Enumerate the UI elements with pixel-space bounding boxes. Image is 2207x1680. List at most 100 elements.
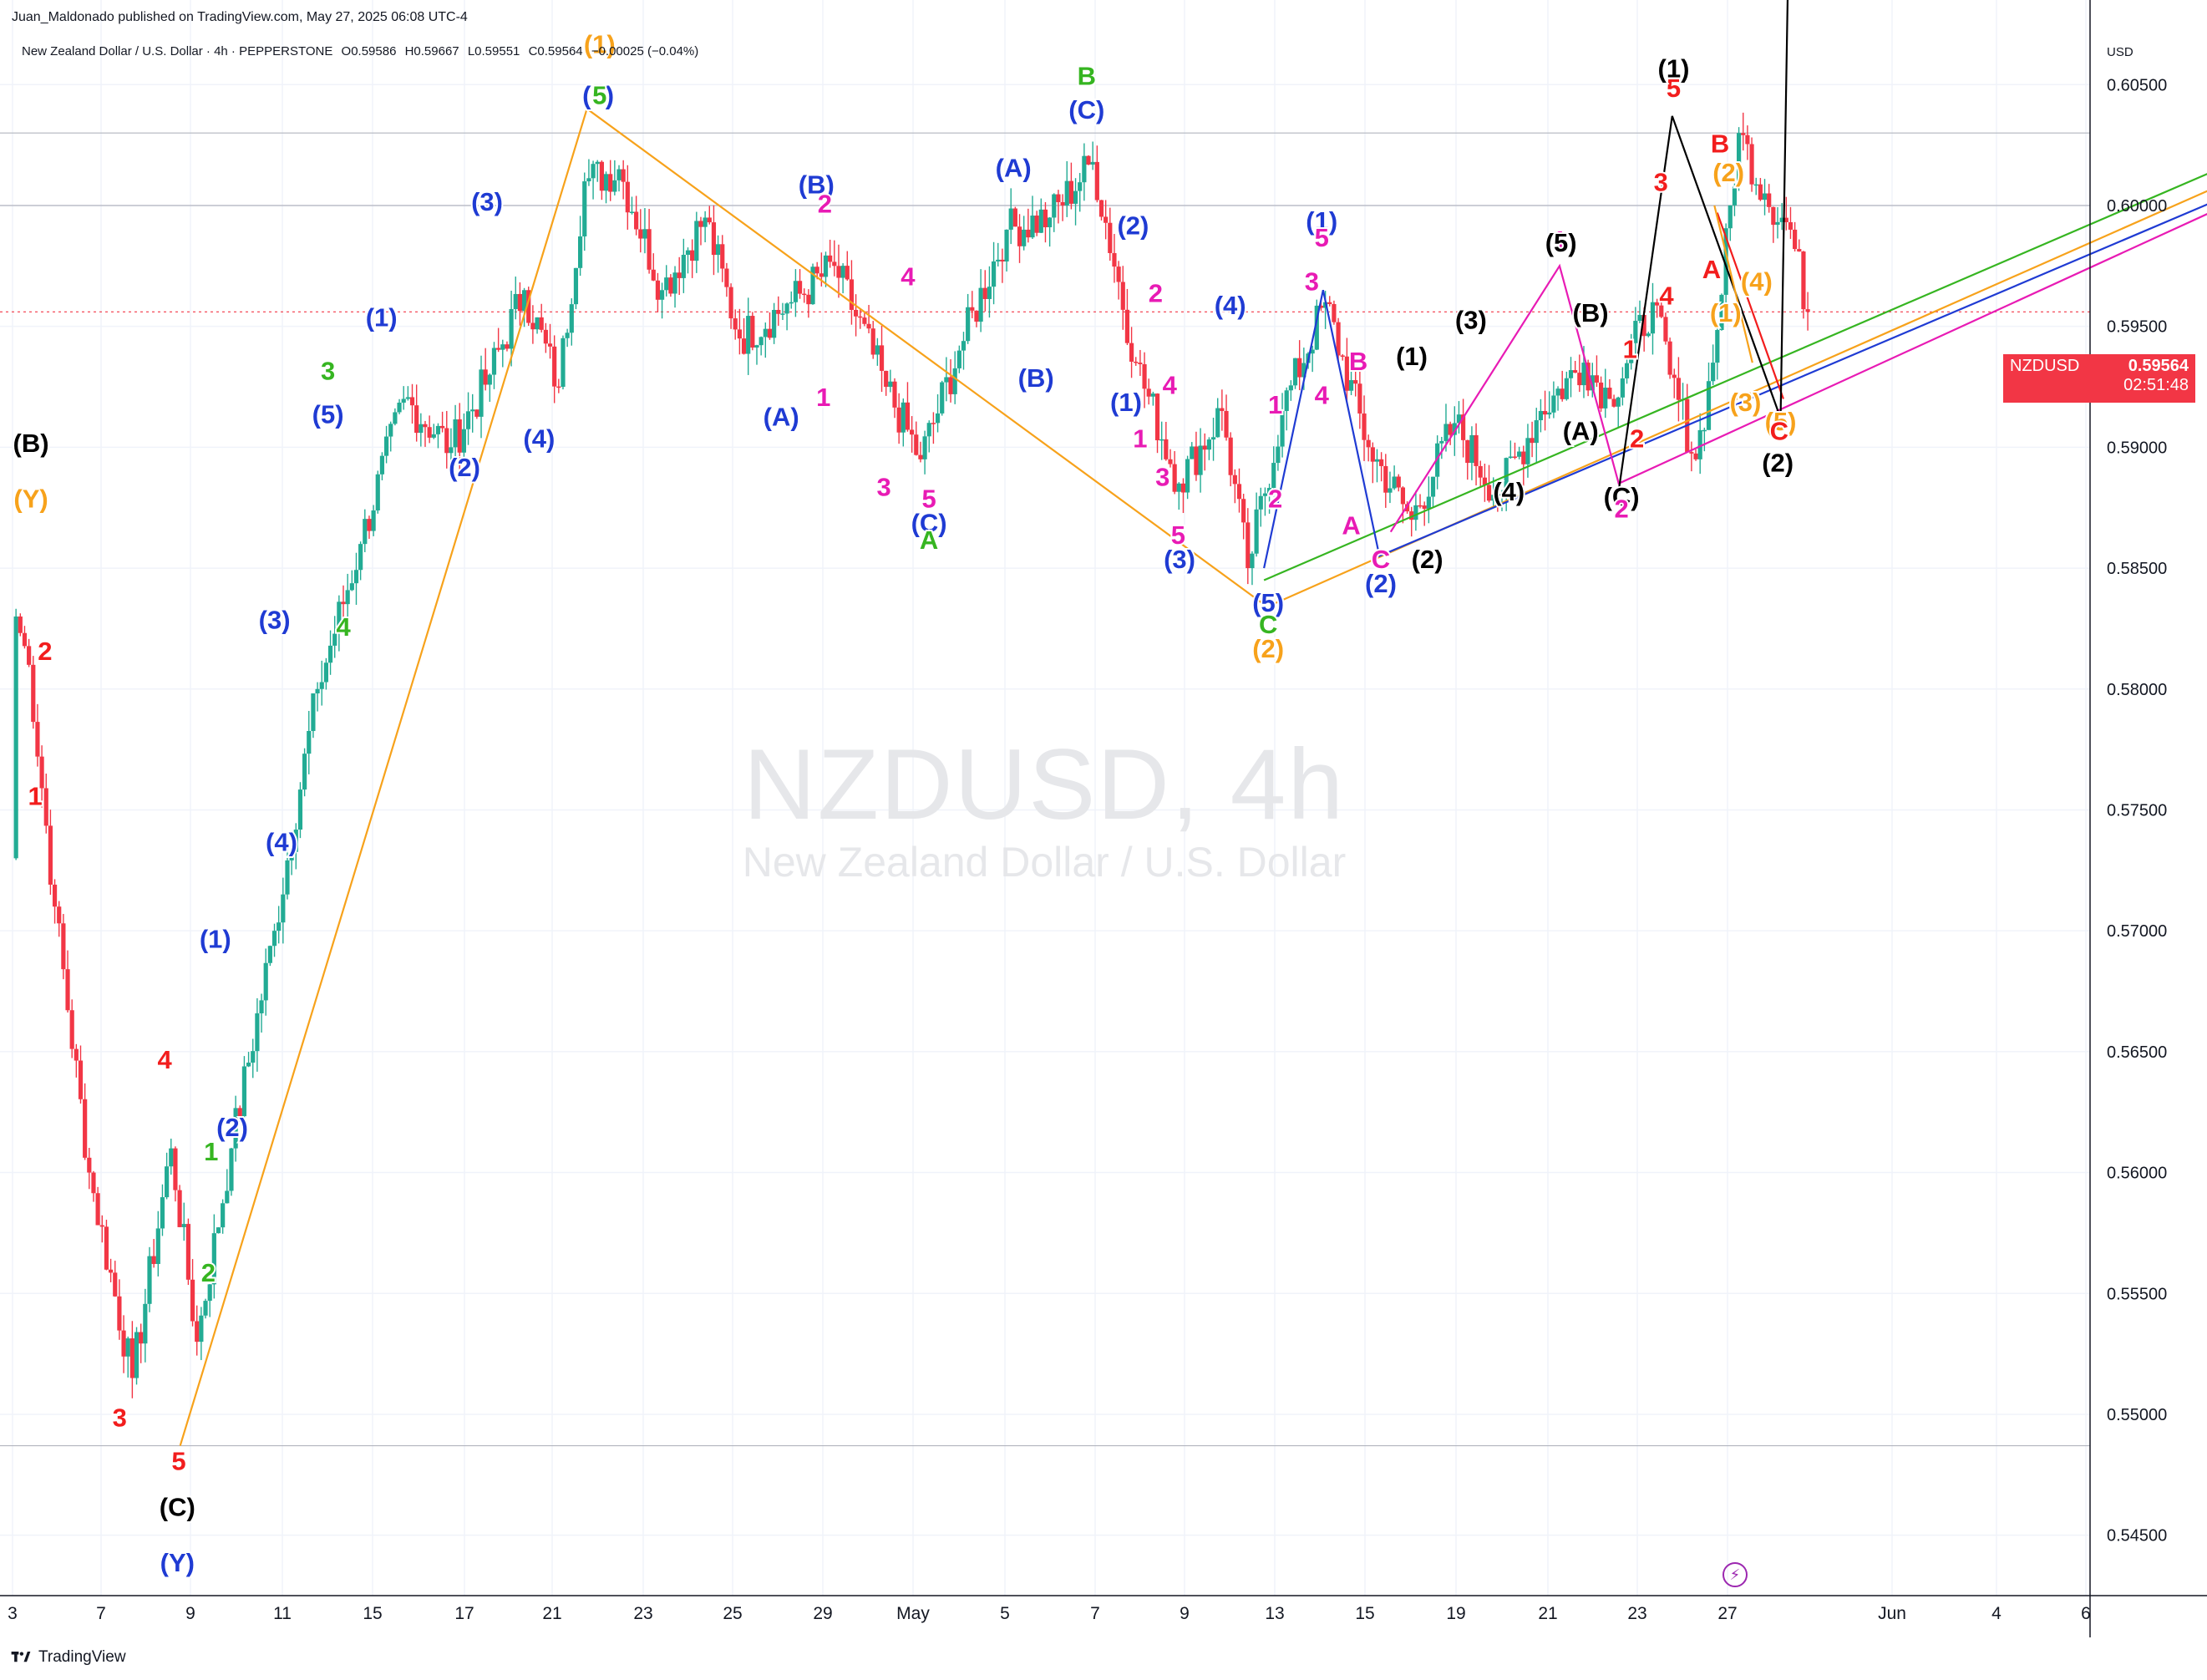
candle <box>685 247 691 274</box>
candle-body <box>875 345 880 355</box>
candle <box>57 901 62 937</box>
candle-body <box>1332 303 1337 322</box>
last-price-badge: NZDUSD 0.59564 02:51:48 <box>2003 354 2195 403</box>
candle <box>944 357 949 402</box>
wave-label: (C) <box>160 1493 195 1522</box>
price-axis[interactable]: 0.60500 0.60000 0.59500 0.59000 0.58500 0.580… <box>2089 0 2167 1637</box>
wave-label: 3 <box>321 356 335 385</box>
candle <box>1194 431 1199 481</box>
wave-label: 3 <box>1155 463 1169 492</box>
candle-body <box>836 266 841 278</box>
candle-body <box>1098 200 1104 217</box>
candle <box>1172 450 1177 495</box>
candle-body <box>866 323 871 329</box>
candle <box>31 656 36 729</box>
price-tick-label: 0.56000 <box>2107 1165 2167 1183</box>
candle-body <box>409 397 415 406</box>
wave-label: (4) <box>1741 266 1773 296</box>
wave-label: (2) <box>1412 545 1443 574</box>
grid-lines <box>0 0 2090 1596</box>
wave-label: 4 <box>1163 371 1178 400</box>
candle <box>99 1215 104 1243</box>
publisher-line: Juan_Maldonado published on TradingView.… <box>12 10 468 24</box>
candle-body <box>1104 216 1109 223</box>
wave-label: B <box>1711 129 1729 158</box>
candle-body <box>586 178 591 182</box>
candle <box>905 382 911 432</box>
time-axis[interactable]: 3 7 9 11 15 17 21 23 25 29 May 5 7 9 13 15 19 21 23 27 Jun 4 6 <box>0 1595 2207 1623</box>
candle <box>539 303 544 332</box>
wave-label: A <box>1702 255 1721 284</box>
candle <box>470 393 475 433</box>
candle <box>586 159 591 186</box>
candle <box>397 398 402 414</box>
tradingview-logo[interactable]: TradingView <box>10 1648 126 1667</box>
wave-label: 5 <box>1315 223 1329 252</box>
candle <box>638 209 643 253</box>
candle-body <box>918 454 923 459</box>
wave-label: (4) <box>266 828 297 857</box>
candle-body <box>52 884 58 907</box>
candle-body <box>1357 383 1362 414</box>
wave-label: 4 <box>901 261 916 291</box>
candle-body <box>289 851 294 860</box>
candle <box>1728 205 1733 241</box>
candle <box>1663 312 1668 345</box>
candle-body <box>814 266 819 274</box>
candle <box>221 1199 226 1234</box>
wave-label: (3) <box>1164 545 1195 574</box>
price-tick-label: 0.59000 <box>2107 439 2167 457</box>
candle-body <box>285 860 290 895</box>
currency-label: USD <box>2107 45 2133 59</box>
candle-body <box>621 169 626 182</box>
candle <box>1164 422 1169 461</box>
candle <box>746 297 751 375</box>
candle-body <box>647 229 652 270</box>
candle-body <box>711 222 717 256</box>
candle <box>169 1138 174 1175</box>
candle <box>327 630 333 675</box>
candle-body <box>327 645 333 663</box>
lightning-icon[interactable]: ⚡ <box>1722 1562 1748 1587</box>
candle <box>1348 368 1354 395</box>
candle <box>246 1052 251 1068</box>
candle-body <box>1594 375 1600 383</box>
candle <box>1056 190 1061 224</box>
candle <box>1456 401 1462 434</box>
candle-body <box>1779 217 1784 222</box>
candle <box>211 1214 216 1299</box>
candle-body <box>733 318 738 330</box>
candle-body <box>517 293 523 312</box>
candle <box>363 509 368 552</box>
candle <box>483 348 488 391</box>
wave-label: (1) <box>1110 388 1142 417</box>
candle <box>832 240 837 277</box>
candle <box>1060 194 1065 221</box>
candle-body <box>905 402 911 430</box>
candle <box>449 428 454 461</box>
candle <box>836 244 841 298</box>
candle-body <box>363 519 368 545</box>
candle <box>896 393 901 444</box>
candle <box>1353 359 1358 397</box>
candle-body <box>901 402 906 433</box>
wave-label: 5 <box>1667 74 1681 103</box>
candle-body <box>281 894 286 923</box>
candle <box>1129 327 1134 378</box>
candle-body <box>1004 229 1009 261</box>
wave-line <box>1271 190 2207 606</box>
candle <box>95 1186 100 1226</box>
candle-body <box>1624 363 1630 378</box>
candle-body <box>307 730 312 754</box>
candle <box>1655 298 1660 318</box>
candle-body <box>383 436 389 456</box>
date-tick-label: 29 <box>813 1604 832 1623</box>
ohlc-change: −0.00025 (−0.04%) <box>591 44 699 58</box>
candle <box>1146 378 1151 405</box>
candle <box>1646 332 1651 338</box>
candle-body <box>27 646 32 665</box>
candle <box>1741 112 1746 151</box>
candle-body <box>1327 302 1332 304</box>
candle-body <box>599 161 604 191</box>
